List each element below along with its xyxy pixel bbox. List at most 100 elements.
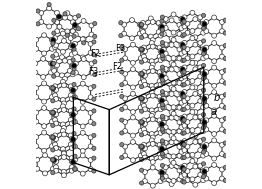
Circle shape [70,112,75,117]
Circle shape [36,22,40,26]
Circle shape [80,99,85,104]
Circle shape [31,146,35,150]
Circle shape [190,110,195,115]
Circle shape [89,70,94,75]
Circle shape [201,169,206,174]
Circle shape [72,34,76,38]
Circle shape [53,36,58,41]
Circle shape [77,27,81,31]
Circle shape [61,122,66,127]
Circle shape [80,149,85,153]
Circle shape [198,99,203,104]
Circle shape [140,181,144,185]
Circle shape [181,131,185,135]
Circle shape [149,138,154,143]
Circle shape [68,108,73,113]
Circle shape [32,156,36,160]
Circle shape [163,125,168,130]
Circle shape [92,53,96,57]
Circle shape [93,60,97,64]
Circle shape [50,85,54,90]
Circle shape [31,121,35,125]
Circle shape [161,168,166,173]
Circle shape [158,58,163,63]
Circle shape [57,14,62,19]
Circle shape [160,102,165,107]
Circle shape [198,163,203,168]
Circle shape [201,113,206,117]
Circle shape [182,58,186,62]
Circle shape [185,56,190,61]
Circle shape [158,49,163,53]
Circle shape [158,146,163,151]
Circle shape [140,72,145,77]
Circle shape [62,125,66,130]
Circle shape [140,22,144,27]
Circle shape [73,119,77,124]
Circle shape [190,79,195,84]
Circle shape [42,81,47,86]
Circle shape [120,155,124,160]
Circle shape [190,152,195,157]
Circle shape [42,99,47,104]
Circle shape [212,59,217,64]
Circle shape [149,132,154,136]
Circle shape [193,42,198,47]
Circle shape [43,153,47,158]
Circle shape [157,79,162,84]
Circle shape [157,127,162,132]
Circle shape [150,44,155,49]
Circle shape [47,2,51,7]
Circle shape [150,38,155,43]
Circle shape [158,98,163,103]
Circle shape [190,159,195,164]
Circle shape [51,38,56,43]
Circle shape [190,134,195,139]
Circle shape [34,46,39,51]
Circle shape [212,65,217,70]
Circle shape [201,119,206,124]
Circle shape [51,110,55,115]
Circle shape [70,72,75,77]
Circle shape [141,118,146,123]
Circle shape [48,70,53,75]
Circle shape [51,41,55,46]
Circle shape [158,130,163,135]
Circle shape [51,54,55,58]
Circle shape [71,71,75,75]
Circle shape [198,50,203,54]
Circle shape [120,83,124,87]
Circle shape [157,54,162,59]
Circle shape [88,158,93,163]
Circle shape [220,118,225,123]
Circle shape [34,94,39,99]
Circle shape [223,44,227,48]
Circle shape [61,31,66,36]
Circle shape [88,167,93,172]
Text: F3: F3 [89,67,99,76]
Circle shape [201,39,206,43]
Circle shape [54,159,58,164]
Circle shape [130,85,135,90]
Circle shape [198,90,203,94]
Circle shape [52,31,56,35]
Circle shape [169,182,174,187]
Circle shape [171,62,176,67]
Circle shape [220,103,225,108]
Circle shape [212,108,217,113]
Circle shape [52,61,56,65]
Circle shape [143,73,147,78]
Circle shape [201,96,206,101]
Text: b: b [214,93,220,103]
Circle shape [34,37,39,42]
Circle shape [161,105,166,110]
Circle shape [54,136,58,141]
Circle shape [179,76,184,81]
Circle shape [55,29,59,34]
Circle shape [31,84,35,88]
Circle shape [42,124,47,129]
Circle shape [123,56,128,61]
Circle shape [157,143,162,147]
Circle shape [185,30,190,35]
Circle shape [92,146,96,150]
